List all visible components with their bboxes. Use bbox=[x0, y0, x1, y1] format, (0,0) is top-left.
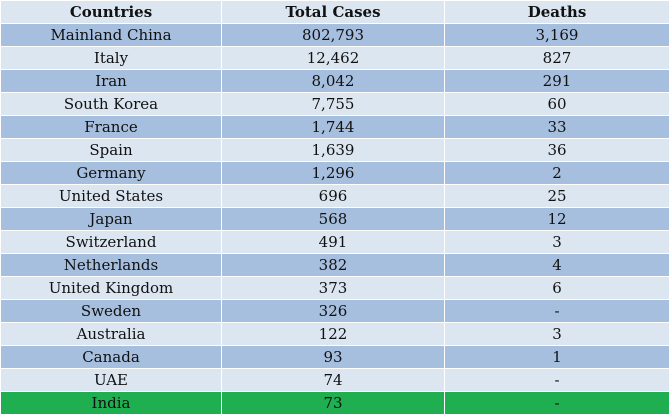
total-cases-cell: 1,744 bbox=[221, 115, 445, 139]
table-row: Netherlands 382 4 bbox=[0, 253, 669, 277]
country-cell: Mainland China bbox=[0, 23, 222, 47]
deaths-cell: 36 bbox=[444, 138, 669, 162]
table-row-highlighted: India 73 - bbox=[0, 391, 669, 415]
country-cell: United States bbox=[0, 184, 222, 208]
total-cases-cell: 8,042 bbox=[221, 69, 445, 93]
country-cell: Sweden bbox=[0, 299, 222, 323]
total-cases-cell: 93 bbox=[221, 345, 445, 369]
deaths-cell: 6 bbox=[444, 276, 669, 300]
deaths-cell: 3 bbox=[444, 230, 669, 254]
total-cases-cell: 1,639 bbox=[221, 138, 445, 162]
country-cell: Spain bbox=[0, 138, 222, 162]
deaths-cell: 1 bbox=[444, 345, 669, 369]
table-header-row: Countries Total Cases Deaths bbox=[0, 0, 669, 24]
deaths-cell: 60 bbox=[444, 92, 669, 116]
country-cell: Australia bbox=[0, 322, 222, 346]
country-cell: UAE bbox=[0, 368, 222, 392]
table-row: Sweden 326 - bbox=[0, 299, 669, 323]
country-cell: Netherlands bbox=[0, 253, 222, 277]
total-cases-cell: 12,462 bbox=[221, 46, 445, 70]
country-cell: Switzerland bbox=[0, 230, 222, 254]
header-total-cases: Total Cases bbox=[221, 0, 445, 24]
country-cell: India bbox=[0, 391, 222, 415]
deaths-cell: 4 bbox=[444, 253, 669, 277]
country-cell: United Kingdom bbox=[0, 276, 222, 300]
header-deaths: Deaths bbox=[444, 0, 669, 24]
table-row: Canada 93 1 bbox=[0, 345, 669, 369]
table-row: Spain 1,639 36 bbox=[0, 138, 669, 162]
table-row: Germany 1,296 2 bbox=[0, 161, 669, 185]
total-cases-cell: 326 bbox=[221, 299, 445, 323]
table-row: Japan 568 12 bbox=[0, 207, 669, 231]
total-cases-cell: 491 bbox=[221, 230, 445, 254]
table-row: Iran 8,042 291 bbox=[0, 69, 669, 93]
deaths-cell: - bbox=[444, 368, 669, 392]
table-row: Italy 12,462 827 bbox=[0, 46, 669, 70]
total-cases-cell: 373 bbox=[221, 276, 445, 300]
header-countries: Countries bbox=[0, 0, 222, 24]
deaths-cell: 291 bbox=[444, 69, 669, 93]
table-row: Australia 122 3 bbox=[0, 322, 669, 346]
country-cell: South Korea bbox=[0, 92, 222, 116]
country-cell: Canada bbox=[0, 345, 222, 369]
table-body: Mainland China 802,793 3,169 Italy 12,46… bbox=[0, 23, 669, 415]
total-cases-cell: 74 bbox=[221, 368, 445, 392]
country-cell: Italy bbox=[0, 46, 222, 70]
country-cell: France bbox=[0, 115, 222, 139]
total-cases-cell: 73 bbox=[221, 391, 445, 415]
country-cell: Germany bbox=[0, 161, 222, 185]
total-cases-cell: 802,793 bbox=[221, 23, 445, 47]
table-row: United States 696 25 bbox=[0, 184, 669, 208]
table-row: UAE 74 - bbox=[0, 368, 669, 392]
table-row: Switzerland 491 3 bbox=[0, 230, 669, 254]
total-cases-cell: 696 bbox=[221, 184, 445, 208]
deaths-cell: 25 bbox=[444, 184, 669, 208]
deaths-cell: 3,169 bbox=[444, 23, 669, 47]
deaths-cell: 33 bbox=[444, 115, 669, 139]
total-cases-cell: 382 bbox=[221, 253, 445, 277]
deaths-cell: 3 bbox=[444, 322, 669, 346]
total-cases-cell: 7,755 bbox=[221, 92, 445, 116]
deaths-cell: 827 bbox=[444, 46, 669, 70]
total-cases-cell: 568 bbox=[221, 207, 445, 231]
country-cell: Japan bbox=[0, 207, 222, 231]
total-cases-cell: 122 bbox=[221, 322, 445, 346]
total-cases-cell: 1,296 bbox=[221, 161, 445, 185]
deaths-cell: 2 bbox=[444, 161, 669, 185]
deaths-cell: - bbox=[444, 299, 669, 323]
deaths-cell: 12 bbox=[444, 207, 669, 231]
table-row: South Korea 7,755 60 bbox=[0, 92, 669, 116]
country-cell: Iran bbox=[0, 69, 222, 93]
table-row: France 1,744 33 bbox=[0, 115, 669, 139]
table-row: United Kingdom 373 6 bbox=[0, 276, 669, 300]
table-row: Mainland China 802,793 3,169 bbox=[0, 23, 669, 47]
deaths-cell: - bbox=[444, 391, 669, 415]
